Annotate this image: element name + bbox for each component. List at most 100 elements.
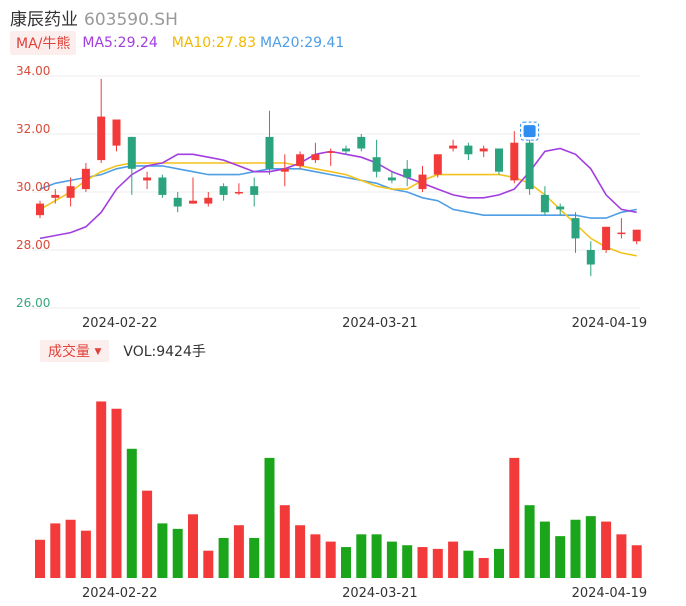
volume-bar bbox=[218, 537, 229, 578]
ma-bull-bear-button[interactable]: MA/牛熊 bbox=[10, 31, 77, 55]
candle bbox=[173, 192, 182, 213]
candle-body bbox=[387, 177, 396, 181]
volume-bar bbox=[555, 536, 566, 578]
candle bbox=[219, 183, 228, 201]
candle bbox=[418, 165, 427, 192]
candle-body bbox=[617, 232, 626, 235]
volume-bar bbox=[371, 534, 382, 578]
volume-badge-label: 成交量 bbox=[48, 344, 90, 360]
candle-body bbox=[525, 142, 534, 190]
candle-body bbox=[234, 192, 243, 194]
volume-bar bbox=[386, 541, 397, 578]
x-tick-label: 2024-04-19 bbox=[572, 316, 648, 331]
volume-bar bbox=[616, 534, 627, 578]
volume-bar bbox=[524, 505, 535, 578]
candle bbox=[234, 183, 243, 195]
candle-body bbox=[479, 148, 488, 152]
volume-bar bbox=[417, 547, 428, 578]
x-tick-label: 2024-02-22 bbox=[82, 316, 158, 331]
candle-body bbox=[250, 186, 259, 195]
candle-body bbox=[219, 186, 228, 195]
candle bbox=[540, 186, 549, 216]
candle-body bbox=[143, 177, 152, 181]
volume-bar bbox=[325, 541, 336, 578]
volume-bar bbox=[509, 457, 520, 578]
volume-value: VOL:9424手 bbox=[123, 344, 206, 360]
candle-body bbox=[372, 157, 381, 172]
ma20-line bbox=[39, 165, 637, 219]
candle-body bbox=[112, 119, 121, 146]
candle-body bbox=[51, 194, 60, 198]
price-x-ticks: 2024-02-22 2024-03-21 2024-04-19 bbox=[82, 316, 647, 331]
candle bbox=[311, 142, 320, 163]
volume-bar bbox=[65, 519, 76, 578]
candle bbox=[602, 226, 611, 253]
candle-body bbox=[449, 145, 458, 149]
volume-bar bbox=[295, 525, 306, 578]
candle-body bbox=[342, 148, 350, 152]
candle bbox=[112, 119, 121, 152]
volume-bar bbox=[432, 548, 443, 578]
volume-bar bbox=[80, 530, 91, 578]
candle-body bbox=[495, 148, 503, 172]
x-tick-label: 2024-03-21 bbox=[342, 316, 418, 331]
candle bbox=[204, 192, 213, 207]
caret-down-icon: ▼ bbox=[94, 347, 102, 357]
candle-body bbox=[357, 136, 366, 149]
price-grid bbox=[32, 75, 640, 309]
ma5-label: MA5:29.24 bbox=[82, 35, 158, 51]
candle bbox=[280, 154, 289, 187]
candle-body bbox=[280, 168, 289, 172]
candle-body bbox=[540, 194, 549, 213]
volume-bar bbox=[96, 401, 107, 578]
volume-bar bbox=[249, 537, 260, 578]
candle bbox=[449, 139, 458, 152]
volume-bar bbox=[463, 550, 474, 578]
candle bbox=[586, 241, 595, 277]
candle bbox=[66, 177, 75, 207]
ma10-label: MA10:27.83 bbox=[171, 35, 257, 51]
volume-x-ticks: 2024-02-22 2024-03-21 2024-04-19 bbox=[82, 586, 647, 601]
candle bbox=[265, 110, 274, 175]
y-tick-label: 28.00 bbox=[16, 238, 50, 252]
volume-bar bbox=[126, 448, 137, 578]
candle bbox=[387, 171, 396, 184]
candle-body bbox=[586, 250, 595, 265]
y-tick-label: 30.00 bbox=[16, 180, 50, 194]
candle bbox=[51, 189, 60, 204]
volume-bar bbox=[279, 505, 290, 578]
candle-body bbox=[632, 229, 641, 242]
candle-body bbox=[464, 145, 473, 155]
candle-body bbox=[265, 136, 274, 169]
volume-bar bbox=[494, 548, 504, 578]
ma-lines bbox=[39, 147, 637, 257]
volume-bar bbox=[264, 457, 275, 578]
candle-body bbox=[189, 200, 197, 204]
volume-bar bbox=[478, 557, 489, 578]
candle-body bbox=[158, 177, 167, 195]
candle bbox=[127, 136, 136, 195]
candle-body bbox=[66, 186, 75, 198]
volume-bar bbox=[448, 541, 459, 578]
candle bbox=[143, 171, 152, 190]
y-tick-label: 32.00 bbox=[16, 122, 50, 136]
candle bbox=[556, 203, 565, 216]
candle bbox=[479, 145, 488, 158]
volume-bar bbox=[172, 528, 183, 578]
candle-body bbox=[97, 116, 106, 161]
volume-bar bbox=[631, 545, 642, 578]
event-marker-icon[interactable] bbox=[520, 121, 540, 141]
volume-dropdown-button[interactable]: 成交量 ▼ bbox=[40, 340, 110, 362]
marker-badge bbox=[523, 125, 536, 138]
candle bbox=[250, 177, 259, 207]
volume-bar bbox=[570, 519, 581, 578]
candle-body bbox=[602, 226, 611, 250]
volume-bar bbox=[356, 534, 367, 578]
price-y-ticks: 34.00 32.00 30.00 28.00 26.00 bbox=[16, 64, 50, 310]
candle bbox=[372, 139, 381, 178]
volume-bar bbox=[233, 525, 244, 578]
volume-bar bbox=[188, 514, 198, 578]
candle bbox=[189, 177, 197, 204]
candle bbox=[495, 148, 503, 175]
